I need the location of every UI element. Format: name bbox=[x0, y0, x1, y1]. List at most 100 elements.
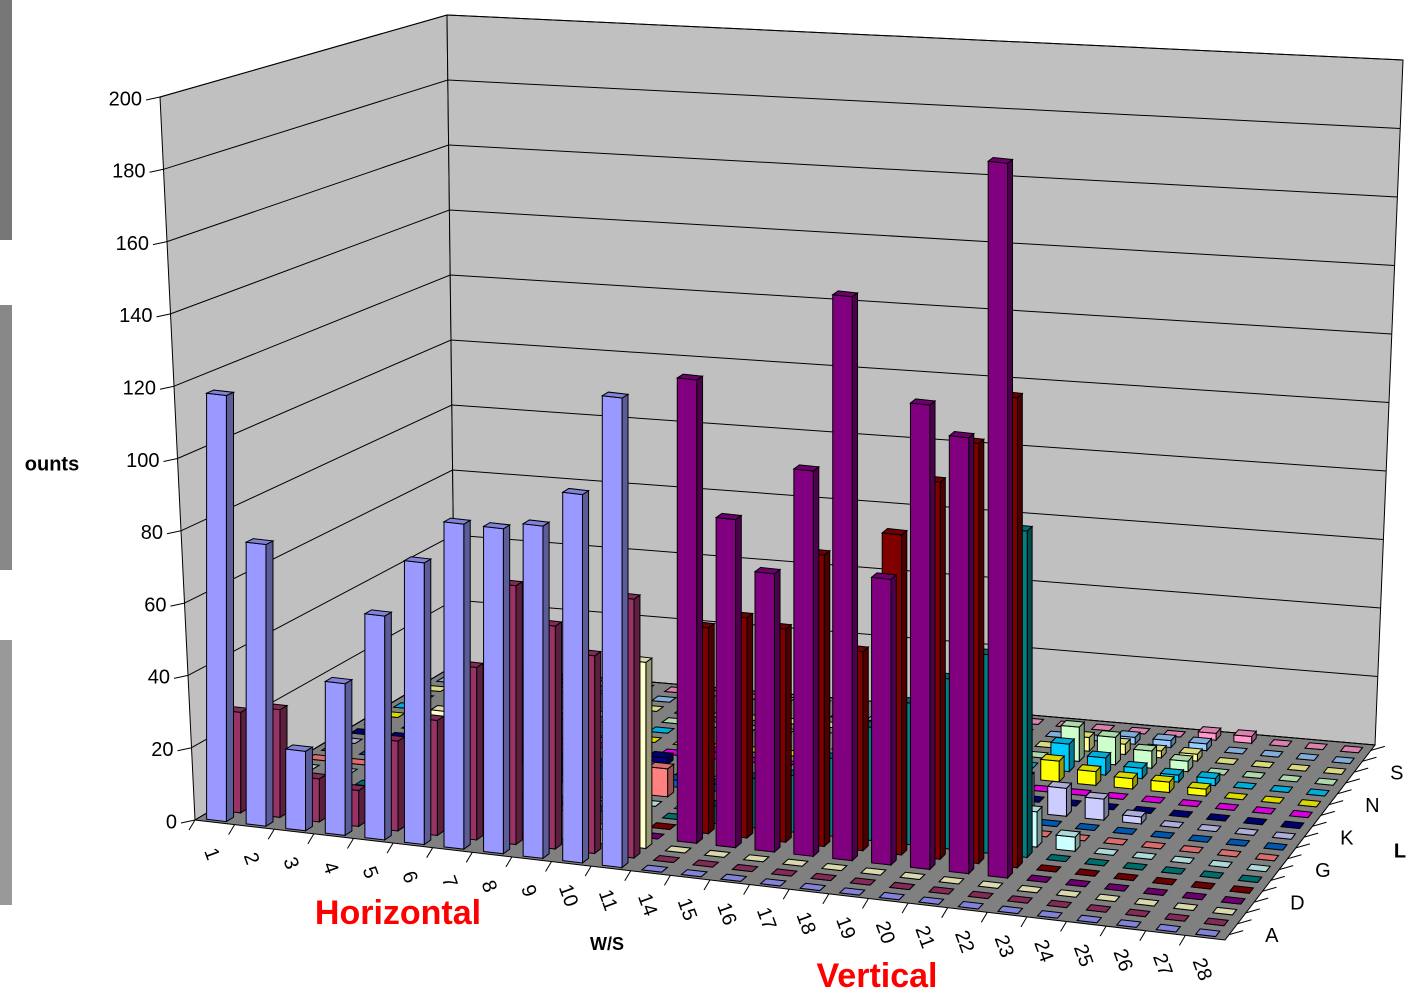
tick-mark bbox=[146, 97, 160, 100]
bar-front bbox=[325, 681, 345, 835]
bar bbox=[1048, 781, 1072, 816]
bar bbox=[1215, 758, 1238, 765]
bar-top bbox=[1153, 734, 1176, 741]
bar-top bbox=[1324, 767, 1346, 774]
x-tick-label: 23 bbox=[990, 932, 1018, 960]
bar-top bbox=[1189, 737, 1212, 744]
bar bbox=[1296, 753, 1318, 760]
bar bbox=[649, 762, 674, 797]
x-tick-mark bbox=[981, 912, 987, 922]
bar-front bbox=[872, 577, 891, 865]
bar bbox=[1242, 771, 1265, 778]
bar bbox=[1078, 765, 1101, 786]
bar-top bbox=[1260, 750, 1282, 757]
x-tick-mark bbox=[229, 825, 235, 835]
bar-top bbox=[1244, 817, 1267, 824]
bar bbox=[677, 374, 702, 843]
bar-top bbox=[1296, 753, 1318, 760]
bar-top bbox=[1225, 793, 1248, 800]
x-tick-label: 10 bbox=[554, 881, 582, 909]
bar bbox=[404, 557, 430, 845]
bar-top bbox=[1251, 761, 1273, 768]
x-tick-label: 8 bbox=[477, 877, 501, 895]
x-tick-mark bbox=[466, 852, 472, 862]
bar-front bbox=[484, 526, 504, 853]
depth-tick-label: K bbox=[1340, 827, 1354, 849]
x-tick-mark bbox=[704, 880, 710, 890]
bar-side bbox=[824, 551, 829, 847]
bar-top bbox=[1233, 782, 1256, 789]
x-tick-mark bbox=[823, 894, 829, 904]
bar-top bbox=[1197, 772, 1220, 779]
bar bbox=[1261, 796, 1284, 803]
bar-front bbox=[755, 572, 774, 852]
x-tick-label: 5 bbox=[358, 864, 382, 882]
bar-top bbox=[1281, 821, 1304, 828]
bar bbox=[1179, 800, 1202, 807]
y-tick-label: 40 bbox=[148, 667, 170, 689]
bar-side bbox=[1017, 393, 1022, 867]
bar-side bbox=[398, 737, 405, 831]
bar-top bbox=[1315, 778, 1337, 785]
x-tick-label: 28 bbox=[1188, 955, 1216, 983]
bar-front bbox=[286, 749, 306, 831]
bar bbox=[910, 399, 935, 870]
bar-top bbox=[1235, 828, 1258, 835]
bar-side bbox=[226, 392, 233, 821]
y-tick-label: 0 bbox=[166, 811, 177, 833]
bar-side bbox=[646, 658, 652, 848]
bar-top bbox=[1123, 810, 1146, 817]
bar-side bbox=[345, 680, 352, 836]
depth-axis-title: L bbox=[1394, 840, 1406, 862]
x-tick-label: 18 bbox=[792, 909, 820, 937]
bar bbox=[523, 520, 549, 858]
bar bbox=[1288, 764, 1310, 771]
bar-top bbox=[1151, 775, 1174, 782]
bar bbox=[716, 513, 741, 847]
bar-top bbox=[1332, 757, 1354, 764]
bar-side bbox=[266, 541, 273, 826]
bar-top bbox=[1215, 758, 1238, 765]
bar bbox=[1298, 800, 1321, 807]
x-tick-label: 22 bbox=[950, 928, 978, 956]
bar bbox=[286, 745, 313, 831]
bar bbox=[246, 539, 273, 827]
image-strip bbox=[0, 305, 12, 570]
x-tick-label: 1 bbox=[199, 845, 223, 863]
bar-side bbox=[708, 624, 714, 834]
bar-front bbox=[949, 436, 968, 874]
bar-side bbox=[464, 520, 470, 849]
bar-top bbox=[1198, 727, 1220, 734]
bar-top bbox=[1142, 796, 1165, 803]
bar bbox=[325, 677, 352, 835]
bar bbox=[1041, 754, 1064, 782]
bar-side bbox=[424, 559, 431, 845]
bar-top bbox=[1216, 803, 1239, 810]
bar bbox=[1281, 821, 1304, 828]
depth-tick-label: N bbox=[1365, 795, 1379, 817]
y-tick-label: 200 bbox=[109, 88, 142, 110]
x-tick-label: 3 bbox=[278, 854, 302, 872]
bar bbox=[1305, 743, 1327, 750]
bar-top bbox=[1264, 843, 1287, 850]
bar bbox=[1270, 785, 1293, 792]
bar-top bbox=[1124, 761, 1147, 768]
bar-top bbox=[1188, 782, 1211, 789]
tick-mark bbox=[157, 314, 171, 317]
bar-front bbox=[988, 161, 1007, 878]
bar bbox=[365, 610, 391, 840]
bar-top bbox=[1169, 810, 1192, 817]
y-tick-label: 140 bbox=[119, 305, 152, 327]
tick-mark bbox=[160, 386, 174, 389]
x-tick-mark bbox=[546, 862, 552, 872]
bar bbox=[1160, 821, 1183, 828]
x-tick-mark bbox=[783, 889, 789, 899]
y-tick-label: 60 bbox=[144, 594, 166, 616]
x-tick-mark bbox=[862, 898, 868, 908]
bar-top bbox=[1298, 800, 1321, 807]
bar-front bbox=[207, 393, 227, 821]
bar-top bbox=[1170, 754, 1193, 761]
x-tick-mark bbox=[1021, 917, 1027, 927]
bar-front bbox=[794, 469, 813, 856]
bar bbox=[1114, 772, 1137, 789]
